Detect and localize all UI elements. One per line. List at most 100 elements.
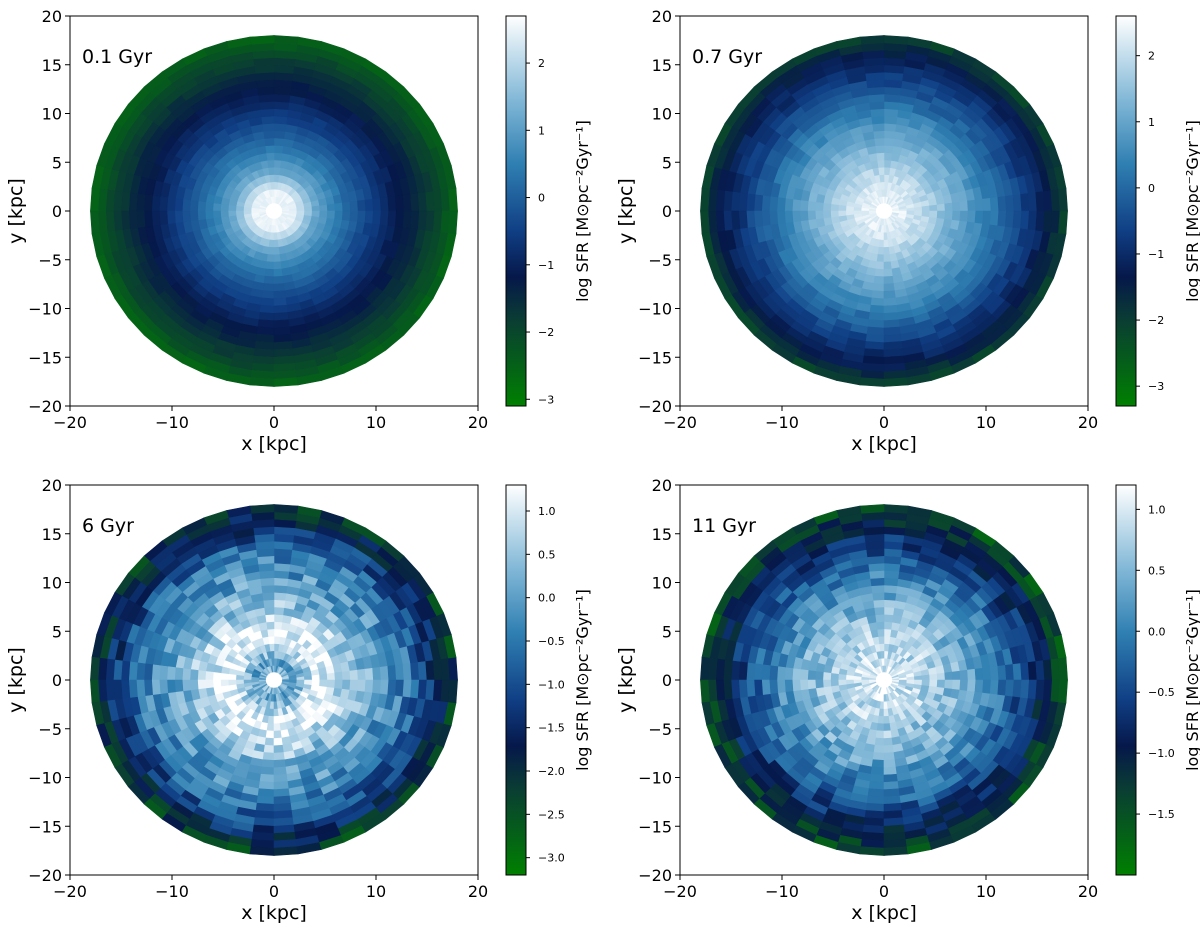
disk-cell xyxy=(883,846,909,856)
disk-cell xyxy=(883,297,898,307)
disk-cell xyxy=(448,679,458,704)
disk-cell xyxy=(967,210,977,223)
disk-cell xyxy=(257,562,275,572)
disk-cell xyxy=(143,210,153,228)
disk-cell xyxy=(837,673,847,681)
x-tick-label: −10 xyxy=(155,882,189,901)
disk-cell xyxy=(174,667,184,681)
disk-cell xyxy=(997,679,1007,696)
disk-cell xyxy=(879,701,885,710)
disk-cell xyxy=(387,679,397,696)
colorbar-tick-label: 1 xyxy=(538,124,545,137)
disk-cell xyxy=(883,312,900,322)
colorbar xyxy=(1115,15,1137,407)
x-tick-label: 0 xyxy=(269,413,279,432)
disk-cell xyxy=(974,210,984,224)
disk-cell xyxy=(273,326,292,336)
disk-cell xyxy=(273,181,279,190)
disk-cell xyxy=(883,181,889,190)
disk-cell xyxy=(262,599,275,608)
y-tick-label: −5 xyxy=(38,720,62,739)
disk-cell xyxy=(883,591,897,601)
disk-cell xyxy=(311,679,321,687)
disk-cell xyxy=(845,674,854,681)
disk-cell xyxy=(768,679,779,695)
disk-cell xyxy=(951,210,961,221)
disk-cell xyxy=(883,766,898,776)
disk-cell xyxy=(845,205,854,212)
disk-cell xyxy=(799,669,809,681)
disk-cell xyxy=(883,319,901,329)
disk-cell xyxy=(273,621,283,630)
y-tick-label: 5 xyxy=(52,153,62,172)
disk-cell xyxy=(448,210,458,235)
disk-cell xyxy=(982,666,992,681)
disk-cell xyxy=(951,201,961,212)
x-tick-label: −10 xyxy=(765,413,799,432)
disk-cell xyxy=(883,122,897,132)
colorbar-label: log SFR [M⊙pc⁻²Gyr⁻¹] xyxy=(1183,589,1200,771)
disk-cell xyxy=(349,200,359,212)
disk-cell xyxy=(883,93,901,103)
disk-cell xyxy=(263,275,275,285)
disk-cell xyxy=(967,668,977,681)
disk-cell xyxy=(260,584,275,594)
colorbar-tick-label: 0.0 xyxy=(1148,625,1166,638)
disk-cell xyxy=(982,197,992,212)
disk-cell xyxy=(158,665,169,681)
disk-cell xyxy=(868,781,885,791)
disk-cell xyxy=(883,504,909,514)
disk-cell xyxy=(189,669,199,681)
disk-cell xyxy=(273,781,290,791)
disk-cell xyxy=(273,283,286,292)
disk-cell xyxy=(883,569,900,579)
disk-cell xyxy=(883,326,902,336)
disk-cell xyxy=(876,723,885,732)
disk-cell xyxy=(273,650,279,659)
disk-cell xyxy=(90,187,100,212)
disk-cell xyxy=(357,668,367,681)
disk-cell xyxy=(296,679,305,685)
disk-cell xyxy=(135,662,146,681)
disk-cell xyxy=(158,679,169,695)
colorbar-tick-label: −1.5 xyxy=(1148,808,1175,821)
disk-cell xyxy=(357,679,367,692)
disk-cell xyxy=(197,210,207,221)
x-tick-label: 10 xyxy=(976,413,996,432)
disk-cell xyxy=(273,100,290,110)
disk-cell xyxy=(853,675,862,681)
disk-cell xyxy=(753,663,763,681)
y-tick-label: −15 xyxy=(28,348,62,367)
disk-cell xyxy=(264,268,275,278)
disk-cell xyxy=(326,210,336,219)
disk-cell xyxy=(158,196,169,212)
disk-cell xyxy=(273,591,287,601)
y-tick-label: 10 xyxy=(652,574,672,593)
y-tick-label: 15 xyxy=(652,525,672,544)
disk-cell xyxy=(951,670,961,681)
colorbar xyxy=(505,15,527,407)
disk-cell xyxy=(870,584,885,594)
disk-cell xyxy=(341,670,351,681)
disk-cell xyxy=(883,290,897,300)
x-tick-label: 0 xyxy=(879,882,889,901)
disk-cell xyxy=(263,744,275,754)
disk-cell xyxy=(273,152,283,161)
disk-cell xyxy=(273,577,289,587)
disk-cell xyxy=(883,744,895,754)
disk-cell xyxy=(951,679,961,690)
disk-cell xyxy=(267,246,275,256)
disk-cell xyxy=(776,679,786,694)
y-tick-label: 20 xyxy=(42,476,62,495)
disk-cell xyxy=(364,679,374,693)
disk-cell xyxy=(143,663,153,681)
disk-cell xyxy=(871,759,885,769)
disk-cell xyxy=(135,679,146,698)
disk-cell xyxy=(296,210,305,216)
disk-cell xyxy=(822,210,832,219)
disk-cell xyxy=(791,199,801,212)
disk-cell xyxy=(227,673,237,681)
disk-cell xyxy=(807,210,817,221)
disk-cell xyxy=(212,210,222,219)
